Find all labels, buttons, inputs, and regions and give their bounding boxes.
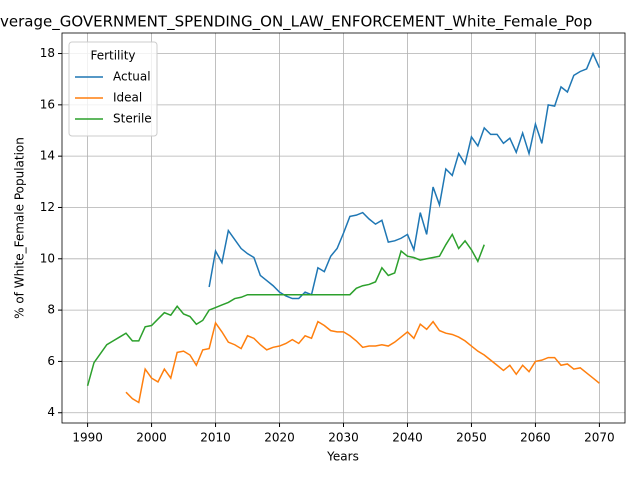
line-series xyxy=(208,51,601,300)
x-tick-label: 2000 xyxy=(136,431,167,445)
legend-label: Ideal xyxy=(113,91,142,105)
y-tick-label: 8 xyxy=(47,303,55,317)
x-tick-label: 2040 xyxy=(392,431,423,445)
legend-box xyxy=(68,41,158,137)
legend-title: Fertility xyxy=(90,49,135,63)
legend-label: Sterile xyxy=(113,112,152,126)
y-tick-label: 16 xyxy=(40,97,55,111)
y-tick-label: 4 xyxy=(47,405,55,419)
x-tick-label: 2050 xyxy=(456,431,487,445)
x-tick-label: 2060 xyxy=(520,431,551,445)
y-tick-label: 12 xyxy=(40,200,55,214)
y-tick-label: 18 xyxy=(40,46,55,60)
x-tick-label: 2030 xyxy=(328,431,359,445)
y-axis-label: % of White_Female Population xyxy=(13,137,27,319)
y-tick-label: 10 xyxy=(40,251,55,265)
line-series xyxy=(125,320,600,404)
x-tick-label: 1990 xyxy=(72,431,103,445)
line-series xyxy=(86,232,485,387)
legend-label: Actual xyxy=(113,70,151,84)
x-tick-label: 2070 xyxy=(584,431,615,445)
chart-title: verage_GOVERNMENT_SPENDING_ON_LAW_ENFORC… xyxy=(0,13,592,32)
x-tick-label: 2020 xyxy=(264,431,295,445)
x-tick-label: 2010 xyxy=(200,431,231,445)
plot-frame xyxy=(61,32,626,424)
x-axis-label: Years xyxy=(326,450,359,464)
y-tick-label: 14 xyxy=(40,149,55,163)
y-tick-label: 6 xyxy=(47,354,55,368)
